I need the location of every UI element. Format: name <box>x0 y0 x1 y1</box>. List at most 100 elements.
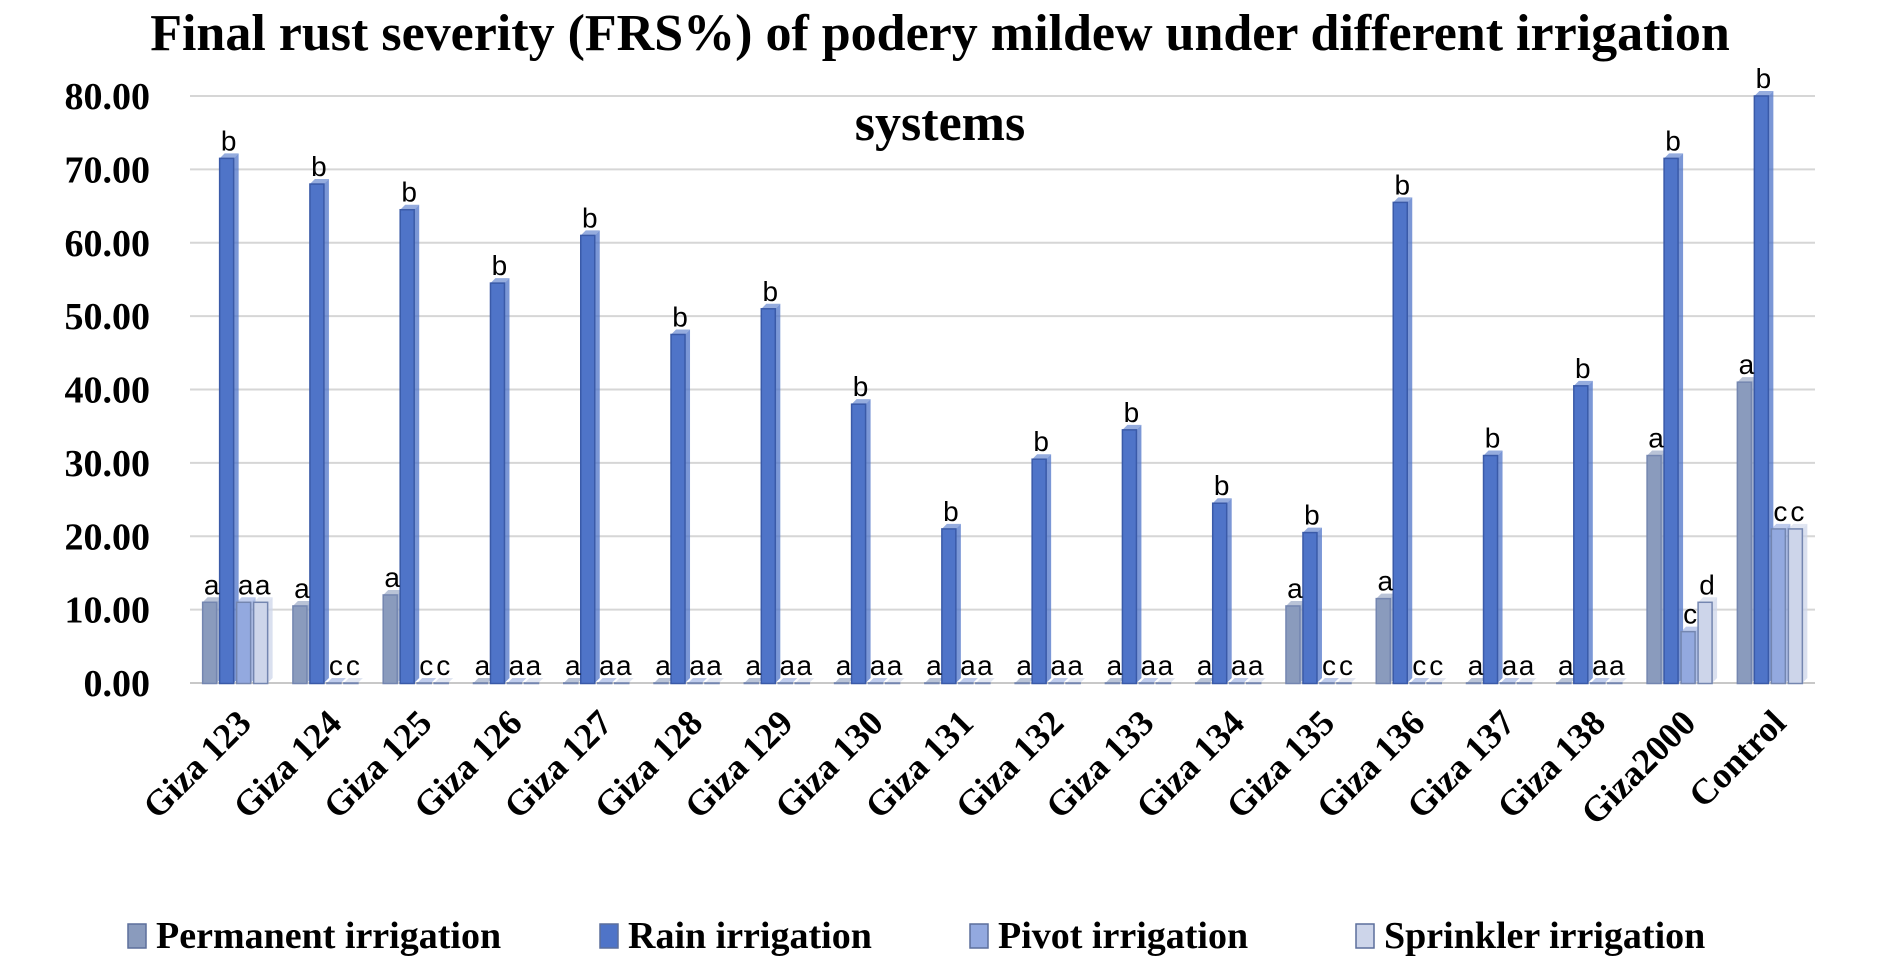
bar-significance-label: a <box>836 650 852 681</box>
bar-top <box>1049 678 1069 683</box>
bar-top <box>580 230 600 236</box>
bar-pivot-irrigation <box>1048 682 1064 685</box>
bar-top <box>236 597 256 603</box>
bar-pivot-irrigation <box>506 682 523 685</box>
bar-top <box>1698 597 1718 603</box>
bar-sprinkler-irrigation <box>1065 682 1081 685</box>
bar-significance-label: c <box>436 650 450 681</box>
bar-significance-label: c <box>1790 496 1804 527</box>
bar-top <box>1788 523 1808 529</box>
legend-swatch <box>969 923 989 949</box>
bar-significance-label: c <box>1683 599 1697 630</box>
bar-rain-irrigation <box>1482 454 1499 685</box>
bar-rain-irrigation <box>218 157 235 685</box>
bar-pivot-irrigation <box>1138 682 1155 685</box>
bar-significance-label: a <box>1248 650 1264 681</box>
bar-top <box>434 678 454 683</box>
bar-pivot-irrigation <box>687 682 703 685</box>
bar-sprinkler-irrigation <box>1516 682 1533 685</box>
bar-significance-label: a <box>526 650 542 681</box>
bar-rain-irrigation <box>1392 201 1408 685</box>
bar-permanent-irrigation <box>833 682 850 685</box>
bar-significance-label: a <box>887 650 903 681</box>
bar-pivot-irrigation <box>1590 682 1606 685</box>
bar-rain-irrigation <box>670 333 686 685</box>
bar-top <box>761 303 781 309</box>
bar-permanent-irrigation <box>1556 682 1572 685</box>
bar-top <box>400 204 420 210</box>
bar-significance-label: a <box>238 569 254 600</box>
bar-permanent-irrigation <box>1646 454 1662 685</box>
bar-significance-label: b <box>1124 397 1140 428</box>
bar-side <box>1226 498 1232 683</box>
bar-rain-irrigation <box>309 183 325 685</box>
bar-significance-label: b <box>582 202 598 233</box>
legend: Permanent irrigation Rain irrigation Pivot… <box>127 915 1705 957</box>
bar-pivot-irrigation <box>326 682 342 685</box>
bar-side <box>775 303 781 683</box>
bar-significance-label: b <box>401 177 417 208</box>
bar-significance-label: a <box>1377 566 1393 597</box>
bar-top <box>1393 197 1413 203</box>
bar-top <box>851 399 871 405</box>
bar-side <box>1136 424 1142 683</box>
bar-top <box>563 678 583 683</box>
bar-rain-irrigation <box>580 234 596 685</box>
bar-significance-label: a <box>977 650 993 681</box>
bar-significance-label: b <box>1304 500 1320 531</box>
bar-side <box>685 329 691 683</box>
bar-top <box>744 678 764 683</box>
bar-top <box>253 597 273 603</box>
bar-rain-irrigation <box>1211 502 1228 685</box>
bar-top <box>1517 678 1537 683</box>
bar-significance-label: b <box>1394 169 1410 200</box>
bar-top <box>202 597 222 603</box>
bar-permanent-irrigation <box>563 682 579 685</box>
bar-significance-label: a <box>870 650 886 681</box>
bar-significance-label: a <box>655 650 671 681</box>
bar-top <box>958 678 978 683</box>
bar-rain-irrigation <box>1573 385 1589 685</box>
bar-sprinkler-irrigation <box>523 682 540 685</box>
bar-significance-label: a <box>960 650 976 681</box>
bar-sprinkler-irrigation <box>1787 528 1804 685</box>
legend-swatch <box>1355 923 1375 949</box>
gridlines <box>190 95 1815 684</box>
bar-top <box>1032 454 1052 460</box>
bar-top <box>924 678 944 683</box>
bar-permanent-irrigation <box>1375 597 1391 685</box>
x-category-label: Control <box>1681 702 1794 815</box>
bar-side <box>323 179 329 684</box>
bar-significance-label: b <box>492 250 508 281</box>
bar-sprinkler-irrigation <box>252 601 269 685</box>
bar-pivot-irrigation <box>958 682 974 685</box>
legend-swatch <box>127 923 147 949</box>
bar-significance-label: c <box>419 650 433 681</box>
bar-pivot-irrigation <box>777 682 794 685</box>
bar-top <box>654 678 674 683</box>
bar-rain-irrigation <box>489 282 506 685</box>
legend-label: Sprinkler irrigation <box>1384 915 1705 957</box>
bar-significance-label: a <box>1739 349 1755 380</box>
bar-significance-label: a <box>1141 650 1157 681</box>
bar-sprinkler-irrigation <box>1336 682 1352 685</box>
bar-significance-label: b <box>221 125 237 156</box>
bar-significance-label: a <box>1592 650 1608 681</box>
bar-significance-label: a <box>294 573 310 604</box>
bar-top <box>1229 678 1249 683</box>
bar-side <box>1497 450 1503 683</box>
bar-significance-label: b <box>311 151 327 182</box>
bar-side <box>1407 197 1413 684</box>
bar-significance-label: b <box>943 496 959 527</box>
bar-significance-label: a <box>509 650 525 681</box>
bar-top <box>507 678 527 683</box>
bar-pivot-irrigation <box>1228 682 1245 685</box>
bar-significance-label: b <box>672 301 688 332</box>
bar-top <box>1066 678 1086 683</box>
bar-significance-label: a <box>1050 650 1066 681</box>
bar-top <box>326 678 346 683</box>
y-axis-ticks: 0.00 10.00 20.00 30.00 40.00 50.00 60.00 70.00 8… <box>65 76 151 705</box>
bar-top <box>1590 678 1610 683</box>
bar-significance-label: a <box>1648 423 1664 454</box>
bar-significance-label: a <box>204 569 220 600</box>
